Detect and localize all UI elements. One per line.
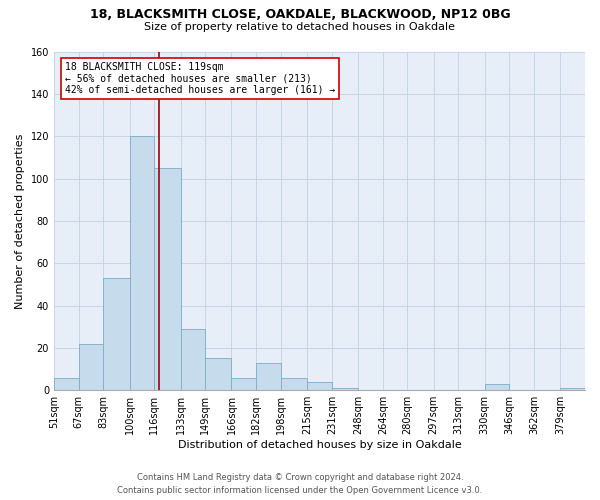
- Bar: [332, 388, 358, 390]
- Bar: [154, 168, 181, 390]
- Bar: [232, 378, 256, 390]
- Text: Contains HM Land Registry data © Crown copyright and database right 2024.
Contai: Contains HM Land Registry data © Crown c…: [118, 474, 482, 495]
- Bar: [205, 358, 232, 390]
- Bar: [281, 378, 307, 390]
- Text: 18, BLACKSMITH CLOSE, OAKDALE, BLACKWOOD, NP12 0BG: 18, BLACKSMITH CLOSE, OAKDALE, BLACKWOOD…: [89, 8, 511, 20]
- Y-axis label: Number of detached properties: Number of detached properties: [15, 133, 25, 308]
- Text: Size of property relative to detached houses in Oakdale: Size of property relative to detached ho…: [145, 22, 455, 32]
- Bar: [130, 136, 154, 390]
- X-axis label: Distribution of detached houses by size in Oakdale: Distribution of detached houses by size …: [178, 440, 461, 450]
- Text: 18 BLACKSMITH CLOSE: 119sqm
← 56% of detached houses are smaller (213)
42% of se: 18 BLACKSMITH CLOSE: 119sqm ← 56% of det…: [65, 62, 335, 95]
- Bar: [307, 382, 332, 390]
- Bar: [103, 278, 130, 390]
- Bar: [560, 388, 585, 390]
- Bar: [54, 378, 79, 390]
- Bar: [181, 329, 205, 390]
- Bar: [256, 362, 281, 390]
- Bar: [485, 384, 509, 390]
- Bar: [79, 344, 103, 390]
